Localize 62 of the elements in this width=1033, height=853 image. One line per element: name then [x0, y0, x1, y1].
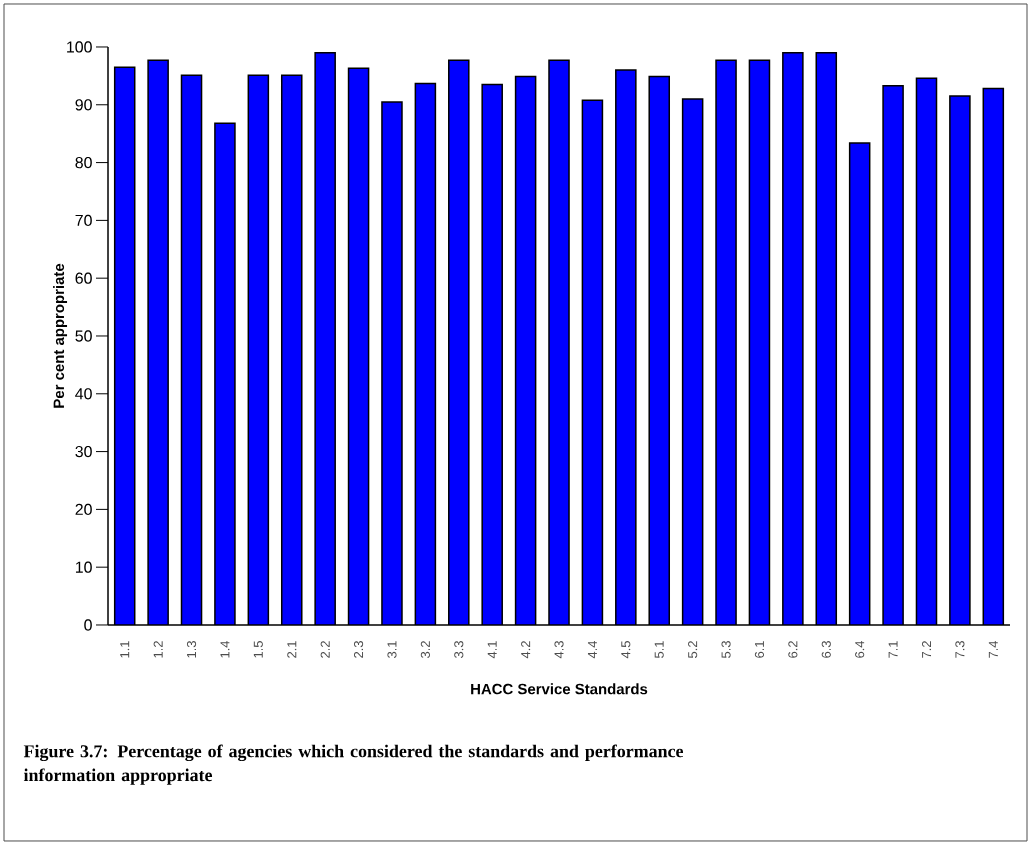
bar: [716, 60, 737, 625]
x-tick-label: 4.2: [521, 641, 531, 659]
x-tick-label: 3.1: [387, 641, 397, 659]
bar: [916, 78, 937, 625]
x-tick-label: 5.2: [688, 641, 698, 658]
bar: [649, 76, 670, 625]
x-tick-label: 4.3: [554, 641, 564, 659]
x-tick-label: 6.4: [855, 640, 865, 658]
bar: [849, 142, 870, 625]
x-tick-label: 1.4: [220, 640, 230, 658]
x-tick-label: 2.3: [353, 641, 364, 658]
x-tick-label: 5.1: [654, 641, 664, 658]
bar: [682, 99, 703, 625]
x-tick-label: 7.1: [888, 641, 898, 658]
x-tick-label: 4.4: [587, 640, 597, 659]
y-axis-title: Per cent appropriate: [53, 263, 68, 408]
x-tick-label: 3.2: [420, 641, 430, 659]
caption: Figure 3.7: Percentage of agencies which considered the standards and performance information appropriate: [23, 744, 684, 785]
x-tick-label: 2.2: [320, 641, 330, 658]
y-tick-label: 20: [75, 503, 92, 516]
bar: [582, 100, 603, 625]
bar: [515, 76, 536, 625]
y-tick-label: 30: [75, 445, 92, 458]
x-tick-label: 2.1: [287, 641, 297, 658]
y-tick-label: 90: [75, 99, 92, 111]
bar: [281, 75, 302, 625]
bar: [548, 60, 570, 625]
bar: [248, 75, 269, 625]
x-tick-label: 1.1: [120, 641, 130, 658]
bar: [181, 75, 202, 625]
x-tick-label: 6.2: [788, 641, 798, 658]
y-tick-label: 0: [84, 619, 92, 631]
bar: [482, 84, 503, 625]
x-tick-label: 7.4: [988, 640, 998, 658]
bar: [749, 60, 770, 625]
x-tick-label: 1.3: [186, 641, 197, 658]
y-tick-label: 80: [75, 156, 92, 169]
bar: [448, 60, 469, 625]
bar: [816, 52, 837, 625]
bar: [348, 68, 369, 625]
y-tick-label: 70: [75, 214, 92, 227]
y-tick-label: 50: [75, 330, 92, 342]
bar: [148, 60, 169, 625]
bar: [415, 83, 436, 625]
bar: [114, 67, 135, 625]
x-tick-label: 7.2: [921, 641, 932, 658]
x-tick-label: 4.1: [487, 641, 497, 659]
y-tick-label: 60: [75, 272, 92, 284]
y-tick-label: 100: [67, 41, 92, 53]
bar: [883, 85, 904, 625]
y-tick-label: 10: [75, 561, 92, 573]
x-tick-label: 6.1: [754, 641, 765, 658]
bar: [982, 87, 1005, 625]
x-tick-label: 3.3: [454, 641, 464, 659]
x-tick-label: 6.3: [821, 641, 831, 658]
x-tick-label: 7.3: [955, 641, 965, 658]
x-tick-label: 1.2: [153, 641, 163, 658]
y-tick-label: 40: [75, 388, 92, 400]
x-tick-label: 4.5: [621, 641, 631, 659]
x-axis-title: HACC Service Standards: [471, 683, 648, 695]
x-tick-label: 1.5: [253, 641, 263, 658]
x-tick-label: 5.3: [721, 641, 731, 658]
